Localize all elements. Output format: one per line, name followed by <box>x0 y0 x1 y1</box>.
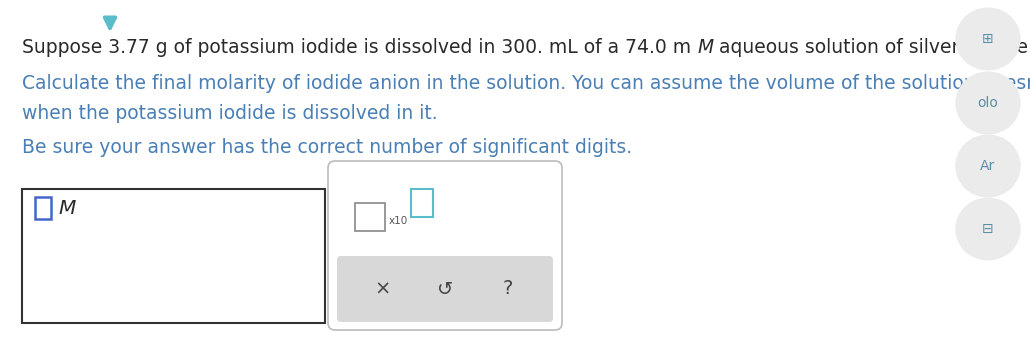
Text: ?: ? <box>503 280 513 298</box>
Ellipse shape <box>956 8 1020 70</box>
FancyBboxPatch shape <box>337 256 553 322</box>
Text: ↺: ↺ <box>437 280 453 298</box>
Text: olo: olo <box>977 96 998 110</box>
Bar <box>411 189 433 217</box>
Text: aqueous solution of silver nitrate.: aqueous solution of silver nitrate. <box>713 38 1030 57</box>
Text: Calculate the final molarity of iodide anion in the solution. You can assume the: Calculate the final molarity of iodide a… <box>22 74 1030 93</box>
Ellipse shape <box>956 72 1020 134</box>
Text: when the potassium iodide is dissolved in it.: when the potassium iodide is dissolved i… <box>22 104 438 123</box>
Ellipse shape <box>956 135 1020 197</box>
Text: ⊞: ⊞ <box>983 32 994 46</box>
Text: Be sure your answer has the correct number of significant digits.: Be sure your answer has the correct numb… <box>22 138 632 157</box>
Bar <box>22 189 325 323</box>
FancyBboxPatch shape <box>328 161 562 330</box>
Text: M: M <box>58 198 75 218</box>
Text: ×: × <box>375 280 390 298</box>
Text: ⊟: ⊟ <box>983 222 994 236</box>
Bar <box>355 203 385 231</box>
Text: Ar: Ar <box>981 159 996 173</box>
Text: Suppose 3.77 g of potassium iodide is dissolved in 300. mL of a 74.0 m: Suppose 3.77 g of potassium iodide is di… <box>22 38 697 57</box>
Bar <box>35 197 52 219</box>
Text: x10: x10 <box>389 216 408 226</box>
Text: M: M <box>697 38 713 57</box>
Ellipse shape <box>956 198 1020 260</box>
